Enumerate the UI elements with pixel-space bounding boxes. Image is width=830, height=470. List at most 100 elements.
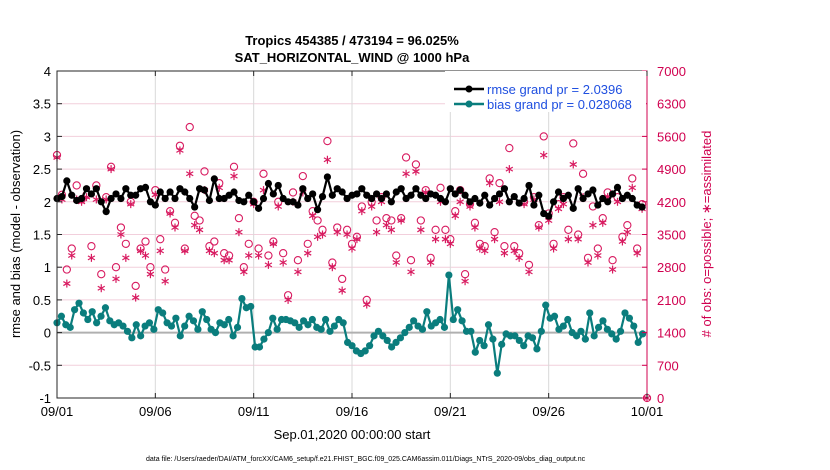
obs-possible-marker [338, 274, 347, 284]
obs-assimilated-marker [333, 228, 342, 237]
y-tick-label-left: 3 [44, 129, 51, 144]
bias-point [621, 309, 629, 317]
rmse-point [368, 194, 376, 203]
obs-assimilated-marker [633, 249, 641, 258]
obs-assimilated-marker [274, 202, 283, 211]
obs-assimilated-marker [141, 251, 150, 260]
y-tick-label-right: 700 [657, 358, 679, 373]
obs-assimilated-marker [392, 258, 401, 267]
obs-possible-marker [293, 256, 303, 265]
bias-point [321, 315, 330, 324]
rmse-point [338, 188, 346, 196]
bias-point [123, 327, 132, 335]
rmse-point [294, 201, 302, 209]
obs-possible-marker [623, 221, 632, 230]
obs-assimilated-marker [417, 225, 425, 234]
bias-point [119, 322, 127, 330]
legend-rmse-label: rmse grand pr = 2.0396 [487, 82, 623, 97]
obs-possible-marker [569, 139, 578, 148]
chart-subtitle: SAT_HORIZONTAL_WIND @ 1000 hPa [235, 50, 470, 65]
obs-assimilated-marker [279, 258, 287, 267]
bias-point [176, 332, 184, 340]
bias-point [66, 323, 74, 331]
obs-assimilated-marker [535, 223, 543, 232]
bias-point [383, 336, 391, 345]
obs-possible-marker [156, 235, 165, 244]
obs-assimilated-marker [485, 179, 494, 188]
obs-assimilated-marker [348, 244, 356, 253]
bias-point [308, 315, 316, 324]
bias-point [198, 308, 206, 316]
rmse-point [313, 206, 322, 214]
obs-assimilated-marker [515, 253, 523, 262]
bias-point [260, 335, 268, 343]
obs-assimilated-marker [589, 221, 597, 230]
rmse-point [200, 186, 209, 194]
y-tick-label-left: 0.5 [33, 293, 51, 308]
obs-possible-marker [259, 169, 268, 178]
x-tick-label: 09/11 [238, 404, 270, 419]
rmse-point [323, 173, 332, 181]
rmse-point [481, 191, 489, 199]
rmse-point [112, 190, 120, 198]
obs-assimilated-marker [402, 169, 410, 178]
x-axis-label: Sep.01,2020 00:00:00 start [274, 427, 431, 442]
bias-point [493, 369, 501, 377]
rmse-point [486, 201, 494, 209]
rmse-point [210, 175, 218, 183]
obs-assimilated-marker [358, 207, 366, 216]
bias-point [449, 315, 457, 324]
rmse-point [87, 190, 96, 198]
obs-assimilated-marker [525, 267, 533, 276]
obs-possible-marker [141, 237, 150, 246]
bias-point [634, 338, 642, 347]
obs-possible-marker [200, 167, 209, 176]
bias-point [255, 343, 264, 351]
rmse-point [574, 185, 582, 193]
obs-possible-marker [244, 239, 253, 248]
rmse-point [304, 194, 312, 203]
bias-point [396, 334, 405, 342]
bias-point [511, 332, 519, 340]
rmse-point [97, 198, 105, 206]
obs-possible-marker [210, 237, 219, 246]
bias-point [75, 299, 83, 307]
rmse-point [161, 194, 169, 203]
bias-point [572, 332, 581, 340]
bias-point [603, 325, 611, 333]
bias-point [348, 342, 356, 350]
obs-possible-marker [288, 188, 298, 197]
bias-point [93, 319, 101, 327]
obs-assimilated-marker [387, 225, 396, 234]
obs-possible-marker [111, 263, 121, 272]
obs-assimilated-marker [456, 197, 464, 206]
y-axis-label-left: rmse and bias (model - observation) [8, 130, 23, 338]
rmse-point [254, 204, 263, 212]
bias-point [528, 334, 537, 342]
rmse-point [520, 194, 528, 203]
bias-point [423, 308, 431, 316]
obs-possible-marker [436, 183, 445, 192]
rmse-point [58, 192, 66, 201]
obs-possible-marker [131, 281, 140, 291]
obs-possible-marker [539, 132, 548, 141]
obs-possible-marker [578, 169, 588, 178]
rmse-point [446, 185, 454, 193]
obs-assimilated-marker [372, 228, 381, 237]
obs-assimilated-marker [343, 230, 351, 239]
obs-assimilated-marker [554, 204, 563, 213]
obs-possible-marker [564, 225, 573, 234]
bias-point [326, 327, 334, 335]
obs-possible-marker [254, 244, 263, 253]
x-tick-label: 09/26 [532, 404, 565, 419]
bias-point [630, 322, 638, 330]
obs-assimilated-marker [303, 249, 312, 258]
bias-point [638, 330, 647, 338]
obs-possible-marker [303, 239, 312, 248]
bias-point [150, 325, 158, 333]
obs-assimilated-marker [480, 246, 489, 255]
bias-point [189, 317, 198, 325]
bias-point [79, 309, 88, 317]
rmse-point [230, 188, 238, 196]
